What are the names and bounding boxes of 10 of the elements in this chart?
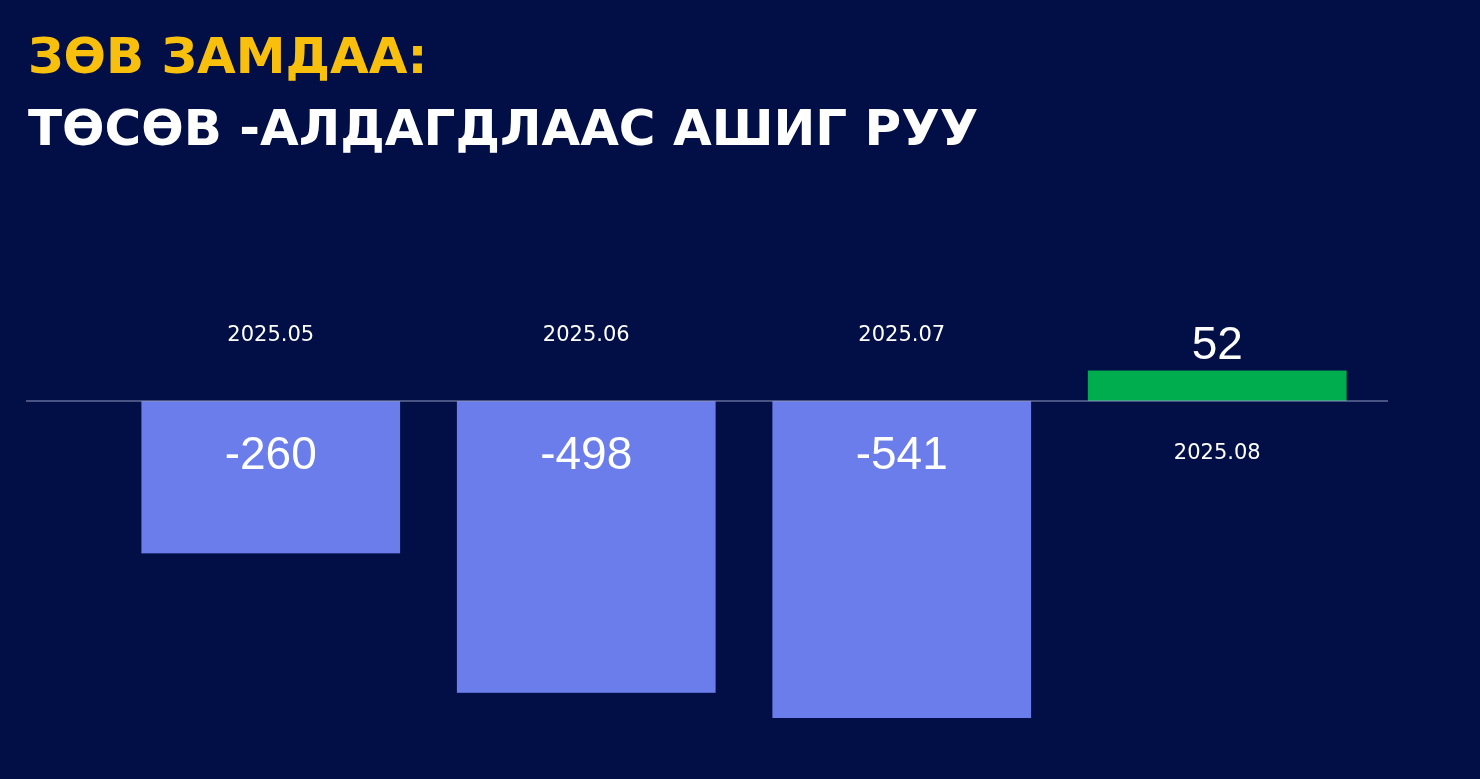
data-label: -498 <box>540 427 633 479</box>
chart-subtitle: ТӨСӨВ -АЛДАГДЛААС АШИГ РУУ <box>28 99 979 157</box>
x-tick-label: 2025.05 <box>227 322 315 346</box>
x-tick-label: 2025.07 <box>858 322 946 346</box>
chart-title: ЗӨВ ЗАМДАА: <box>28 27 428 85</box>
data-label: -541 <box>855 427 948 479</box>
x-tick-label: 2025.06 <box>542 322 630 346</box>
data-label: 52 <box>1191 316 1243 369</box>
x-tick-label: 2025.08 <box>1173 440 1261 464</box>
data-label: -260 <box>224 427 317 479</box>
